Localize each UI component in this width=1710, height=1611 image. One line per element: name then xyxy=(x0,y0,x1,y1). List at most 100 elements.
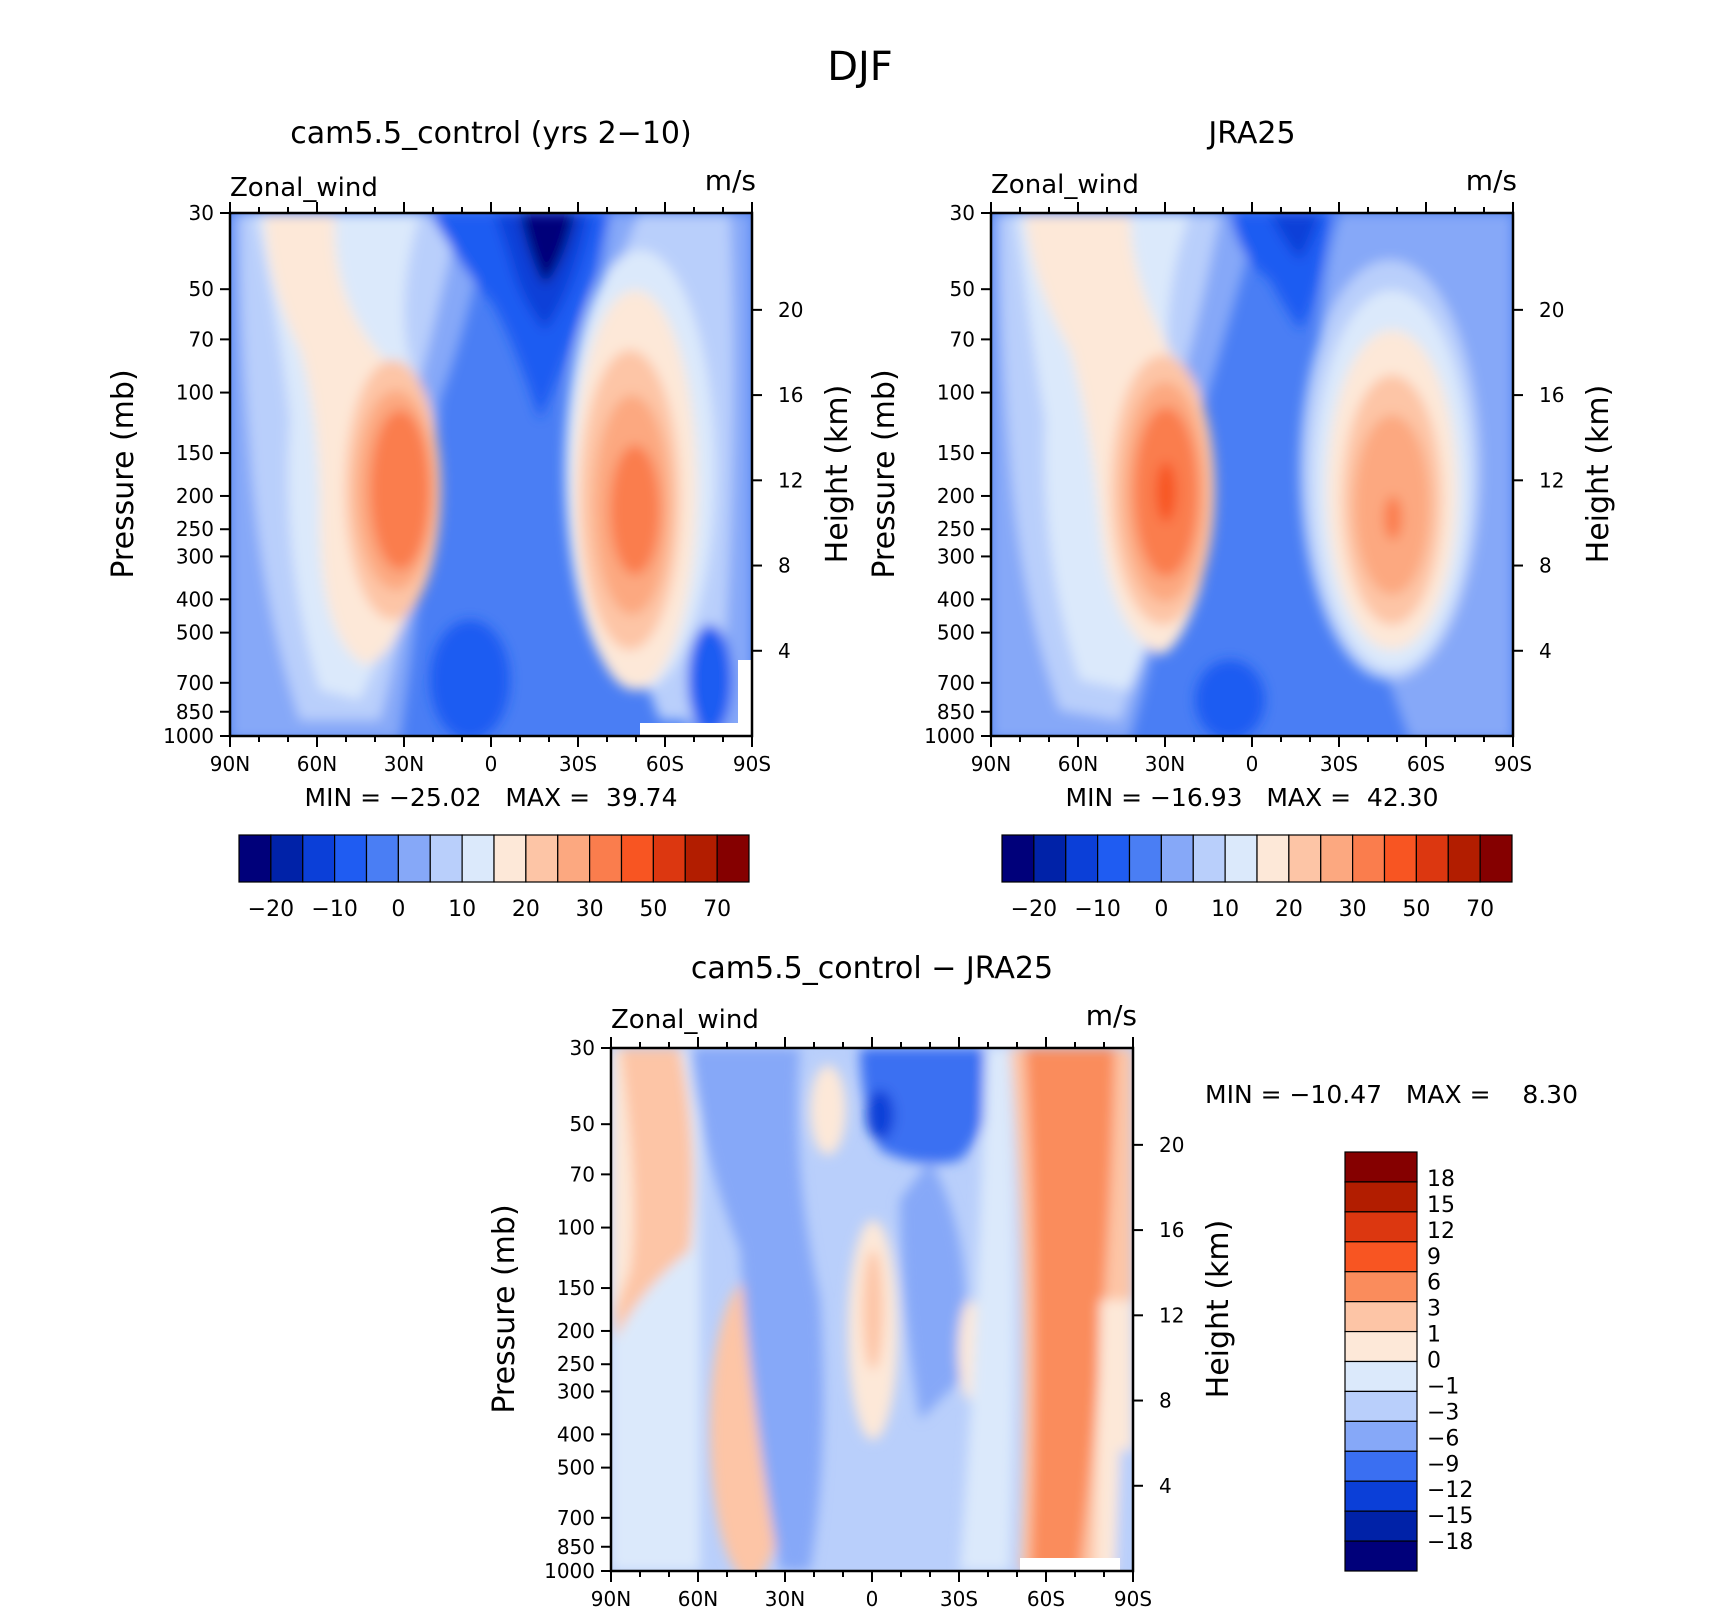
colorbar-swatch xyxy=(1344,1360,1418,1393)
colorbar-label: −3 xyxy=(1427,1400,1459,1425)
y-tick-label: 30 xyxy=(189,201,214,225)
units-label: m/s xyxy=(1086,999,1137,1032)
missing-data-patch xyxy=(640,723,740,736)
x-tick-label: 90N xyxy=(591,1587,631,1611)
surface-easterly-blob xyxy=(430,620,510,736)
colorbar-label: 10 xyxy=(448,897,476,922)
colorbar-swatch xyxy=(1352,834,1386,883)
x-tick-label: 0 xyxy=(485,752,498,776)
diff-band-negative xyxy=(690,1048,824,1571)
variable-label: Zonal_wind xyxy=(991,170,1139,200)
x-tick-label: 60N xyxy=(297,752,337,776)
y-tick-label: 200 xyxy=(937,484,975,508)
x-tick-label: 60N xyxy=(678,1587,718,1611)
y-tick-label: 300 xyxy=(176,544,214,568)
y-tick-label: 850 xyxy=(557,1535,595,1559)
colorbar-swatch xyxy=(1344,1390,1418,1422)
surface-easterly-blob xyxy=(688,625,732,735)
x-tick-label: 0 xyxy=(866,1587,879,1611)
y-right-tick-label: 16 xyxy=(1539,383,1564,407)
jet-nh-peak xyxy=(1156,462,1176,522)
y-axis-label: Pressure (mb) xyxy=(106,369,141,578)
y-right-tick-label: 16 xyxy=(1159,1218,1184,1242)
colorbar-swatch xyxy=(1344,1450,1418,1482)
colorbar-label: 18 xyxy=(1427,1167,1455,1192)
colorbar-label: −20 xyxy=(248,897,294,922)
diff-blob-positive xyxy=(810,1065,846,1155)
y-tick-label: 300 xyxy=(937,544,975,568)
colorbar-swatch xyxy=(1344,1271,1418,1303)
colorbar-label: −10 xyxy=(311,897,357,922)
colorbar-swatch xyxy=(1160,834,1194,883)
y-tick-label: 50 xyxy=(189,277,214,301)
colorbar-swatch xyxy=(1097,834,1131,883)
colorbar-swatch xyxy=(1344,1480,1418,1512)
colorbar-swatch xyxy=(270,834,304,883)
colorbar-swatch xyxy=(1344,1540,1418,1572)
colorbar-swatch xyxy=(620,834,654,883)
colorbar-swatch xyxy=(1344,1211,1418,1243)
diff-blob-positive xyxy=(863,1250,883,1370)
x-tick-label: 90N xyxy=(210,752,250,776)
colorbar-swatch xyxy=(1344,1151,1418,1183)
colorbar-swatch xyxy=(1344,1420,1418,1452)
y-tick-label: 150 xyxy=(557,1276,595,1300)
y-tick-label: 1000 xyxy=(163,724,214,748)
y-axis-label-right: Height (km) xyxy=(1581,385,1616,564)
variable-label: Zonal_wind xyxy=(230,173,378,203)
y-tick-label: 400 xyxy=(937,587,975,611)
y-tick-label: 150 xyxy=(937,441,975,465)
colorbar-swatch xyxy=(1383,834,1417,883)
panel-title: JRA25 xyxy=(1206,116,1295,151)
y-axis-label: Pressure (mb) xyxy=(487,1204,522,1413)
x-tick-label: 30S xyxy=(1320,752,1358,776)
colorbar-label: 9 xyxy=(1427,1245,1441,1270)
jet-sh-peak xyxy=(1384,496,1402,540)
y-tick-label: 100 xyxy=(176,381,214,405)
colorbar-swatch xyxy=(238,834,272,883)
diff-band-pale xyxy=(960,1048,1015,1571)
y-tick-label: 150 xyxy=(176,441,214,465)
y-right-tick-label: 12 xyxy=(1539,468,1564,492)
x-tick-label: 90S xyxy=(1494,752,1532,776)
y-right-tick-label: 20 xyxy=(1159,1133,1184,1157)
y-tick-label: 400 xyxy=(557,1422,595,1446)
y-tick-label: 50 xyxy=(950,277,975,301)
diff-band-negative-strong xyxy=(860,1048,1000,1164)
y-right-tick-label: 12 xyxy=(1159,1303,1184,1327)
min-max-stats: MIN = −16.93 MAX = 42.30 xyxy=(1066,783,1439,812)
panel-reanalysis: JRA25 Zonal_wind m/s xyxy=(867,116,1616,812)
contour-field xyxy=(611,1048,1133,1571)
colorbar-swatch xyxy=(1288,834,1322,883)
min-max-stats: MIN = −10.47 MAX = 8.30 xyxy=(1205,1080,1578,1109)
contour-field xyxy=(230,213,752,736)
x-tick-label: 60S xyxy=(1407,752,1445,776)
x-tick-label: 60N xyxy=(1058,752,1098,776)
y-axis-label: Pressure (mb) xyxy=(867,369,902,578)
colorbar-reanalysis: −20 −10 0 10 20 30 50 70 xyxy=(1001,834,1513,922)
y-tick-label: 1000 xyxy=(544,1559,595,1583)
y-tick-label: 500 xyxy=(557,1456,595,1480)
colorbar-swatch xyxy=(652,834,686,883)
y-axis-label-right: Height (km) xyxy=(1201,1220,1236,1399)
panel-title: cam5.5_control − JRA25 xyxy=(691,951,1053,986)
y-tick-label: 70 xyxy=(189,327,214,351)
colorbar-swatch xyxy=(334,834,368,883)
colorbar-swatch xyxy=(493,834,527,883)
units-label: m/s xyxy=(705,164,756,197)
colorbar-label: 6 xyxy=(1427,1271,1441,1296)
x-tick-label: 0 xyxy=(1246,752,1259,776)
panel-difference: cam5.5_control − JRA25 Zonal_wind m/s xyxy=(487,951,1578,1611)
colorbar-label: −20 xyxy=(1011,897,1057,922)
y-tick-label: 700 xyxy=(937,671,975,695)
missing-data-patch xyxy=(1020,1558,1120,1571)
colorbar-label: −15 xyxy=(1427,1504,1473,1529)
colorbar-swatch xyxy=(365,834,399,883)
colorbar-label: 70 xyxy=(1466,897,1494,922)
colorbar-swatch xyxy=(1344,1510,1418,1542)
colorbar-swatch xyxy=(1344,1241,1418,1273)
colorbar-swatch xyxy=(1256,834,1290,883)
